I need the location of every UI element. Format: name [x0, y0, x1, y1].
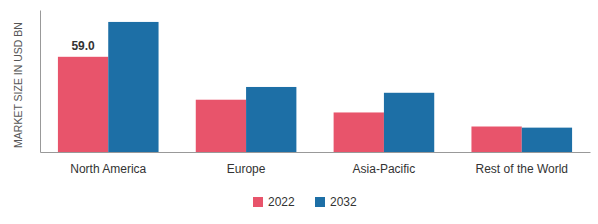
bar — [522, 128, 572, 152]
data-label: 59.0 — [71, 39, 95, 53]
x-tick-label: Asia-Pacific — [353, 162, 416, 176]
legend-item: 2032 — [315, 195, 357, 209]
series-bars — [108, 22, 572, 152]
x-tick: North America — [70, 162, 146, 176]
bar — [246, 87, 296, 152]
x-axis: North America Europe Asia-Pacific Rest of t… — [41, 153, 591, 176]
legend-swatch — [315, 197, 325, 207]
x-tick-label: Rest of the World — [476, 162, 568, 176]
chart: 59.0 North America Europe Asia-Pacific Rest … — [0, 0, 598, 224]
x-tick: Europe — [227, 162, 266, 176]
data-labels: 59.0 — [71, 39, 95, 53]
legend-label: 2022 — [268, 195, 295, 209]
bar — [334, 112, 384, 152]
bar — [196, 100, 246, 152]
y-axis-title: MARKET SIZE IN USD BN — [12, 22, 24, 148]
bars — [58, 22, 572, 152]
legend: 2022 2032 — [253, 195, 357, 209]
x-tick-label: Europe — [227, 162, 266, 176]
bar — [471, 127, 521, 152]
bar — [108, 22, 158, 152]
x-axis-line — [41, 152, 591, 153]
bar — [58, 57, 108, 152]
bar — [384, 93, 434, 152]
x-tick: Asia-Pacific — [353, 162, 416, 176]
legend-swatch — [253, 197, 263, 207]
x-tick-label: North America — [70, 162, 146, 176]
x-tick: Rest of the World — [476, 162, 568, 176]
legend-label: 2032 — [330, 195, 357, 209]
y-axis-line — [40, 11, 41, 153]
y-axis — [40, 11, 41, 153]
legend-item: 2022 — [253, 195, 295, 209]
plot: 59.0 North America Europe Asia-Pacific Rest … — [41, 11, 591, 176]
